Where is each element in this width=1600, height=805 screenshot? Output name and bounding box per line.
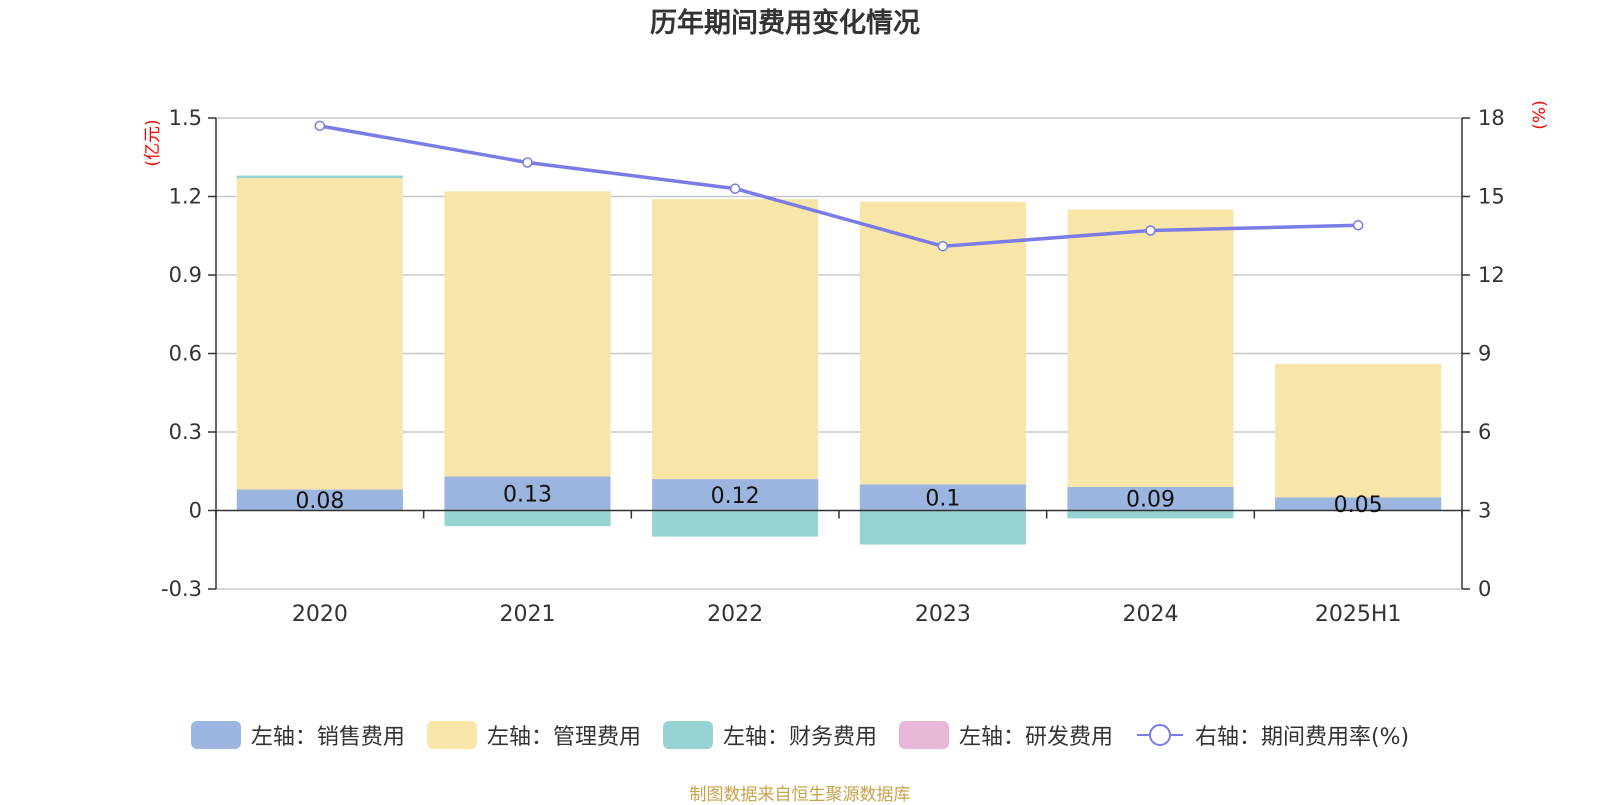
bar	[1067, 486, 1234, 511]
legend-label-admin: 左轴：管理费用	[486, 725, 641, 750]
legend: 左轴：销售费用 左轴：管理费用 左轴：财务费用 左轴：研发费用 右轴：期间费用率…	[0, 719, 1600, 751]
rate-point	[729, 183, 741, 194]
legend-item-finance[interactable]: 左轴：财务费用	[662, 719, 877, 751]
bar	[1067, 209, 1234, 487]
rate-point	[937, 240, 949, 252]
left-axis-tick-label: 0.6	[169, 342, 202, 366]
bar	[444, 191, 611, 477]
bar	[444, 476, 611, 511]
right-axis-tick-label: 9	[1478, 342, 1491, 366]
category-label: 2020	[292, 602, 348, 627]
right-axis-tick-label: 6	[1478, 420, 1491, 444]
bar	[236, 489, 403, 511]
chart-title: 历年期间费用变化情况	[650, 7, 920, 39]
grid-lines	[216, 117, 1462, 590]
data-label: 0.13	[503, 482, 552, 507]
legend-label-sales: 左轴：销售费用	[250, 725, 405, 750]
data-labels-group: 0.08 0.13 0.12 0.1 0.09 0.05	[295, 482, 1382, 517]
legend-swatch-finance	[662, 721, 713, 749]
legend-label-rnd: 左轴：研发费用	[958, 725, 1113, 750]
rate-point	[314, 120, 326, 132]
left-axis-unit-label: (亿元)	[143, 119, 163, 166]
bar	[444, 510, 611, 527]
legend-item-admin[interactable]: 左轴：管理费用	[426, 719, 641, 751]
rate-point	[522, 157, 533, 168]
legend-item-sales[interactable]: 左轴：销售费用	[190, 719, 405, 751]
line-marker-icon	[1136, 724, 1183, 746]
data-label: 0.09	[1126, 488, 1175, 513]
rate-point	[1145, 225, 1156, 236]
right-axis-unit-label: (%)	[1530, 100, 1550, 129]
category-label: 2023	[915, 602, 971, 627]
bar	[859, 510, 1026, 545]
data-label: 0.08	[295, 489, 344, 514]
left-axis-tick-label: 0.3	[169, 420, 202, 444]
bar	[1275, 497, 1442, 511]
bar	[652, 199, 819, 480]
axes-group: -0.3 0 0.3 0.6 0.9 1.2 1.5 0 3 6 9 12 15 18 2020 2021 20…	[161, 106, 1505, 627]
legend-swatch-sales	[190, 721, 241, 749]
bars-group	[236, 175, 1442, 545]
legend-swatch-rnd	[898, 721, 949, 749]
data-label: 0.05	[1334, 493, 1383, 518]
bar	[236, 178, 403, 490]
bar	[652, 510, 819, 537]
legend-label-finance: 左轴：财务费用	[722, 725, 877, 750]
right-axis-tick-label: 0	[1478, 577, 1491, 601]
rate-line	[319, 124, 1359, 248]
left-axis-tick-label: 1.5	[169, 106, 202, 130]
category-label: 2024	[1123, 602, 1179, 627]
right-axis-tick-label: 15	[1478, 185, 1505, 209]
bar	[859, 484, 1026, 511]
category-label: 2022	[707, 602, 763, 627]
rate-point	[1352, 220, 1364, 231]
left-axis-tick-label: -0.3	[161, 577, 202, 601]
legend-swatch-admin	[426, 721, 477, 749]
right-axis-tick-label: 3	[1478, 499, 1491, 523]
data-label: 0.12	[711, 484, 760, 509]
data-label: 0.1	[925, 486, 960, 511]
legend-item-rate[interactable]: 右轴：期间费用率(%)	[1135, 719, 1409, 751]
source-note: 制图数据来自恒生聚源数据库	[689, 785, 911, 805]
category-label: 2021	[500, 602, 556, 627]
right-axis-tick-label: 12	[1478, 263, 1505, 287]
bar	[236, 175, 403, 179]
bar	[1067, 510, 1234, 519]
left-axis-tick-label: 1.2	[169, 185, 202, 209]
category-label: 2025H1	[1315, 602, 1402, 627]
legend-label-rate: 右轴：期间费用率(%)	[1194, 725, 1410, 750]
bar	[1275, 363, 1442, 498]
bar	[652, 479, 819, 511]
rate-line-group	[314, 120, 1364, 252]
left-axis-tick-label: 0	[189, 499, 202, 523]
legend-item-rnd[interactable]: 左轴：研发费用	[898, 719, 1113, 751]
left-axis-tick-label: 0.9	[169, 263, 202, 287]
right-axis-tick-label: 18	[1478, 106, 1505, 130]
